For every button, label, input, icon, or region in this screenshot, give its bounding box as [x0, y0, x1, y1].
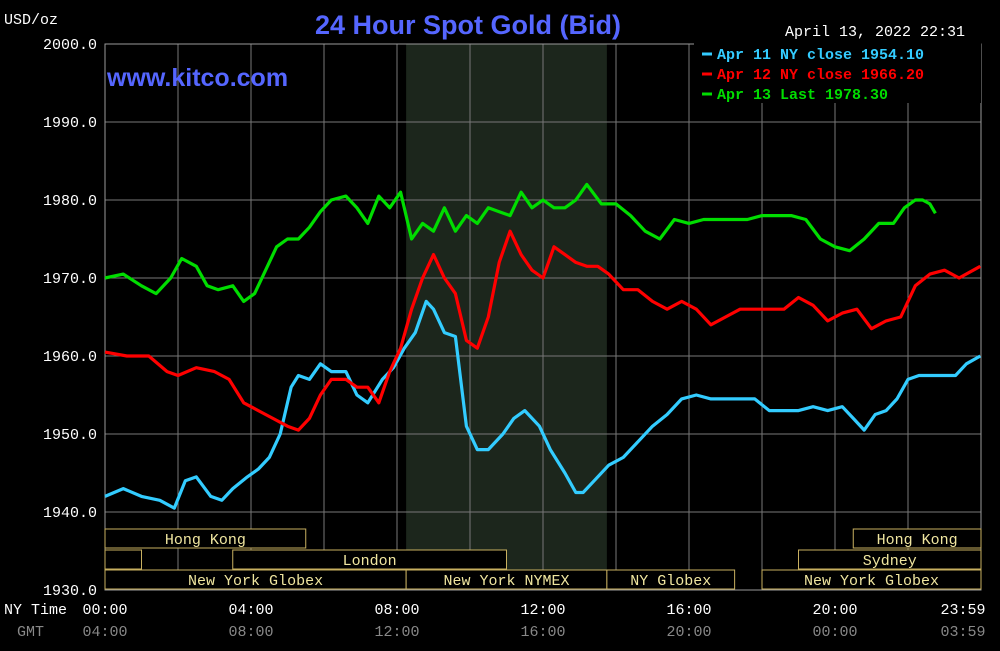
- chart-title: 24 Hour Spot Gold (Bid): [315, 10, 621, 40]
- x-tick-label-gmt: 03:59: [940, 624, 985, 641]
- y-tick-label: 1970.0: [43, 271, 97, 288]
- x-tick-label-gmt: 20:00: [666, 624, 711, 641]
- x-tick-label-ny: 08:00: [374, 602, 419, 619]
- session-label: Hong Kong: [877, 532, 958, 549]
- legend-label: Apr 11 NY close 1954.10: [717, 47, 924, 64]
- ny-time-label: NY Time: [4, 602, 67, 619]
- x-tick-label-gmt: 16:00: [520, 624, 565, 641]
- x-tick-label-gmt: 12:00: [374, 624, 419, 641]
- session-label: New York Globex: [188, 573, 323, 590]
- x-tick-label-gmt: 00:00: [812, 624, 857, 641]
- x-tick-label-ny: 00:00: [82, 602, 127, 619]
- y-axis-unit: USD/oz: [4, 12, 58, 29]
- session-label: New York NYMEX: [443, 573, 569, 590]
- session-label: Sydney: [863, 553, 917, 570]
- plot-frame: [104, 43, 982, 591]
- session-band: [606, 569, 736, 590]
- watermark[interactable]: www.kitco.com: [106, 64, 288, 92]
- x-tick-label-ny: 16:00: [666, 602, 711, 619]
- x-tick-label-ny: 12:00: [520, 602, 565, 619]
- x-tick-label-ny: 04:00: [228, 602, 273, 619]
- legend: Apr 11 NY close 1954.10 Apr 12 NY close 1…: [702, 47, 924, 104]
- session-band: [852, 528, 982, 549]
- y-tick-label: 1960.0: [43, 349, 97, 366]
- legend-label: Apr 12 NY close 1966.20: [717, 67, 924, 84]
- x-tick-label-ny: 20:00: [812, 602, 857, 619]
- y-tick-labels: 2000.0 1990.0 1980.0 1970.0 1960.0 1950.0 1940…: [43, 37, 97, 600]
- y-tick-label: 1990.0: [43, 115, 97, 132]
- legend-label: Apr 13 Last 1978.30: [717, 87, 888, 104]
- gmt-label: GMT: [17, 624, 44, 641]
- session-label: NY Globex: [630, 573, 711, 590]
- legend-box: [694, 42, 981, 103]
- nymex-session-shade: [406, 44, 607, 590]
- y-tick-label: 1940.0: [43, 505, 97, 522]
- y-tick-label: 1980.0: [43, 193, 97, 210]
- series-line: [104, 299, 982, 510]
- timestamp: April 13, 2022 22:31: [785, 24, 965, 41]
- market-sessions: Hong Kong Hong Kong London Sydney New York G…: [104, 528, 982, 590]
- session-band: [232, 549, 507, 570]
- y-tick-label: 1950.0: [43, 427, 97, 444]
- x-tick-label-gmt: 04:00: [82, 624, 127, 641]
- session-band: [104, 528, 307, 549]
- x-tick-label-gmt: 08:00: [228, 624, 273, 641]
- session-band: [798, 549, 982, 570]
- series-line: [104, 229, 982, 432]
- session-band: [104, 549, 142, 570]
- session-label: London: [343, 553, 397, 570]
- series-line: [104, 182, 937, 303]
- session-label: New York Globex: [804, 573, 939, 590]
- y-tick-label: 1930.0: [43, 583, 97, 600]
- price-lines: [104, 182, 982, 510]
- x-tick-labels: 00:00 04:00 08:00 12:00 16:00 20:00 23:59 04:00…: [82, 602, 985, 641]
- x-tick-label-ny: 23:59: [940, 602, 985, 619]
- session-label: Hong Kong: [165, 532, 246, 549]
- session-band: [761, 569, 982, 590]
- y-tick-label: 2000.0: [43, 37, 97, 54]
